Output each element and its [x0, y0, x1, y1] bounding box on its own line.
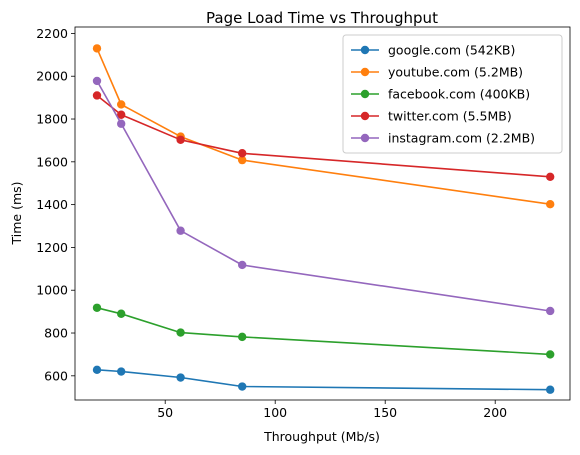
data-point — [117, 309, 126, 318]
data-point — [92, 44, 102, 53]
legend-item: facebook.com (400KB) — [351, 87, 530, 102]
x-tick-label: 50 — [157, 405, 173, 420]
data-point — [238, 155, 247, 165]
y-tick-label: 1800 — [36, 112, 68, 127]
legend-swatch-marker — [360, 133, 370, 143]
legend-swatch-marker — [360, 45, 370, 55]
x-axis-ticks: 50 100 150 200 — [157, 400, 507, 420]
data-point — [238, 382, 247, 391]
data-point — [92, 76, 102, 86]
x-tick-label: 150 — [373, 405, 397, 420]
legend-label: facebook.com (400KB) — [388, 87, 530, 102]
data-point — [176, 328, 185, 337]
data-point — [117, 110, 126, 119]
data-point — [92, 365, 102, 375]
data-point — [176, 135, 185, 144]
data-point — [546, 350, 555, 359]
data-point — [238, 332, 247, 342]
legend-item: google.com (542KB) — [351, 43, 515, 58]
y-tick-label: 600 — [44, 368, 68, 383]
data-point — [238, 260, 247, 270]
legend-label: youtube.com (5.2MB) — [388, 65, 523, 80]
legend-label: instagram.com (2.2MB) — [388, 131, 535, 146]
y-axis-label: Time (ms) — [9, 181, 24, 245]
chart-title: Page Load Time vs Throughput — [206, 9, 438, 27]
legend-item: twitter.com (5.5MB) — [351, 109, 512, 124]
y-axis-ticks: 600 800 1000 1200 1400 1600 1800 2000 2200 — [36, 26, 75, 383]
x-tick-label: 100 — [263, 405, 287, 420]
y-tick-label: 1600 — [36, 154, 68, 169]
data-point — [117, 367, 126, 376]
y-tick-label: 1000 — [36, 283, 68, 298]
data-point — [238, 149, 247, 158]
series-1 — [92, 365, 555, 394]
y-tick-label: 2000 — [36, 69, 68, 84]
legend-swatch-marker — [360, 67, 370, 77]
data-point — [176, 373, 185, 382]
legend-label: twitter.com (5.5MB) — [388, 109, 512, 124]
legend: google.com (542KB) youtube.com (5.2MB) fac… — [342, 34, 563, 154]
legend-swatch-marker — [360, 111, 370, 121]
x-tick-label: 200 — [483, 405, 507, 420]
data-point — [176, 226, 185, 235]
data-point — [546, 306, 555, 316]
legend-item: youtube.com (5.2MB) — [351, 65, 523, 80]
legend-label: google.com (542KB) — [388, 43, 515, 58]
series-5 — [92, 76, 555, 316]
data-point — [546, 172, 555, 181]
plot-frame — [74, 26, 571, 401]
y-tick-label: 1200 — [36, 240, 68, 255]
data-point — [92, 91, 102, 100]
legend-box — [342, 34, 563, 154]
series-layer — [92, 44, 555, 394]
x-axis-label: Throughput (Mb/s) — [263, 429, 380, 444]
data-point — [546, 199, 555, 209]
y-tick-label: 1400 — [36, 197, 68, 212]
data-point — [117, 100, 126, 109]
legend-item: instagram.com (2.2MB) — [351, 131, 535, 146]
data-point — [92, 303, 102, 312]
legend-swatch-marker — [360, 89, 370, 99]
data-point — [117, 119, 126, 128]
series-3 — [92, 303, 555, 359]
y-tick-label: 800 — [44, 326, 68, 341]
y-tick-label: 2200 — [36, 26, 68, 41]
data-point — [546, 385, 555, 394]
